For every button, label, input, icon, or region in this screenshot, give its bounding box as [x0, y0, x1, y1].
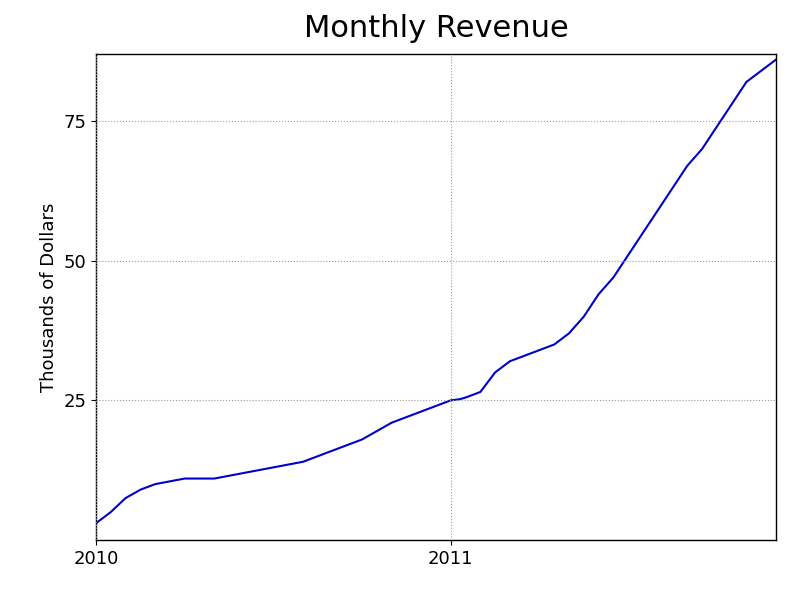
Y-axis label: Thousands of Dollars: Thousands of Dollars	[40, 202, 58, 392]
Title: Monthly Revenue: Monthly Revenue	[304, 14, 568, 43]
